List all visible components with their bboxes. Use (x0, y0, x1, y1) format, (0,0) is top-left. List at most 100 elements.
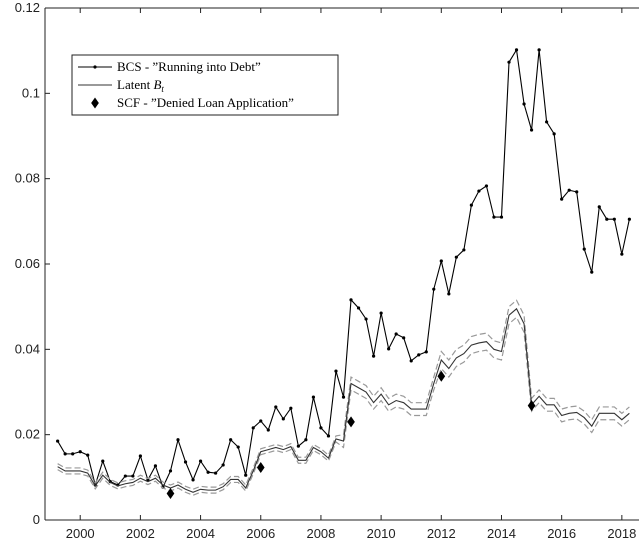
point (439, 259, 443, 263)
point (206, 470, 210, 474)
point (214, 471, 218, 475)
point (334, 369, 338, 373)
x-tick-label: 2014 (487, 526, 516, 541)
point (311, 395, 316, 399)
point (244, 473, 248, 477)
point (620, 252, 624, 256)
point (462, 248, 466, 252)
x-tick-label: 2010 (367, 526, 396, 541)
point (432, 287, 436, 291)
point (567, 188, 571, 192)
point (612, 217, 616, 221)
legend-label: SCF - ”Denied Loan Application” (117, 95, 294, 110)
point (86, 453, 90, 457)
point (529, 128, 534, 132)
point (371, 354, 376, 358)
point (166, 488, 175, 500)
x-tick-label: 2008 (306, 526, 335, 541)
point (394, 332, 398, 336)
point (56, 439, 60, 443)
legend-marker (93, 65, 97, 69)
legend-label: Latent Bt (117, 77, 164, 94)
point (341, 395, 346, 399)
point (424, 350, 428, 354)
x-tick-label: 2004 (186, 526, 215, 541)
point (296, 444, 300, 448)
point (236, 445, 240, 449)
y-tick-label: 0 (33, 512, 40, 527)
point (552, 132, 556, 136)
point (289, 406, 293, 410)
x-tick-label: 2016 (547, 526, 576, 541)
point (101, 459, 105, 463)
point (605, 217, 609, 221)
band-lower (57, 316, 630, 496)
point (575, 190, 579, 194)
point (138, 454, 142, 458)
legend-box (71, 54, 339, 116)
point (582, 247, 586, 251)
point (537, 48, 541, 52)
point (627, 217, 631, 221)
point (256, 462, 265, 474)
x-tick-label: 2012 (427, 526, 456, 541)
point (274, 405, 278, 409)
y-tick-label: 0.02 (15, 427, 40, 442)
point (78, 450, 82, 454)
point (522, 102, 526, 106)
point (477, 189, 481, 193)
point (402, 336, 406, 340)
legend-marker (91, 97, 99, 109)
legend-label: BCS - ”Running into Debt” (117, 59, 261, 74)
point (469, 203, 473, 207)
y-tick-label: 0.12 (15, 0, 40, 15)
point (492, 215, 496, 219)
point (347, 416, 355, 428)
y-tick-label: 0.08 (15, 171, 40, 186)
point (387, 347, 391, 351)
point (409, 359, 413, 363)
point (153, 464, 158, 468)
point (454, 255, 458, 259)
point (259, 419, 263, 423)
point (123, 474, 127, 478)
point (447, 292, 451, 296)
point (191, 478, 195, 482)
point (221, 463, 225, 467)
point (560, 197, 564, 201)
point (364, 317, 368, 321)
point (590, 270, 594, 274)
point (545, 120, 549, 124)
point (176, 438, 180, 442)
point (499, 215, 504, 219)
point (63, 452, 67, 456)
point (527, 400, 536, 412)
y-tick-label: 0.06 (15, 256, 40, 271)
point (379, 311, 383, 315)
point (437, 370, 446, 382)
point (349, 298, 353, 302)
point (326, 434, 331, 438)
x-tick-label: 2002 (126, 526, 155, 541)
point (597, 205, 601, 209)
point (198, 459, 203, 463)
series-line (57, 307, 630, 493)
point (71, 452, 75, 456)
point (251, 426, 255, 430)
x-tick-label: 2018 (607, 526, 636, 541)
point (131, 474, 135, 478)
point (484, 184, 489, 188)
point (319, 426, 323, 430)
point (356, 306, 361, 310)
point (229, 438, 233, 442)
x-tick-label: 2006 (246, 526, 275, 541)
point (507, 60, 511, 64)
band-upper (57, 299, 630, 490)
point (183, 460, 188, 464)
point (304, 438, 308, 442)
y-tick-label: 0.04 (15, 341, 40, 356)
point (266, 428, 270, 432)
y-tick-label: 0.1 (22, 85, 40, 100)
